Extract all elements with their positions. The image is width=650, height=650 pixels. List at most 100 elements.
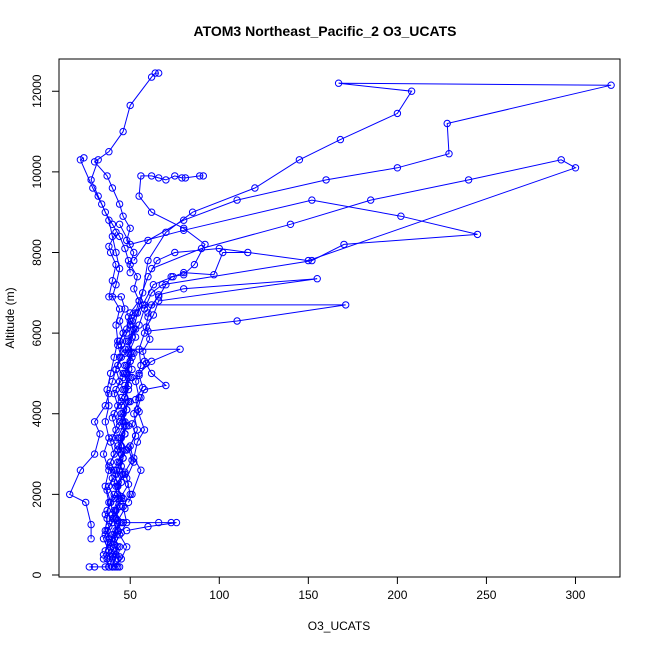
data-point — [110, 389, 118, 398]
data-point — [147, 369, 156, 378]
data-point — [155, 518, 163, 527]
data-point — [126, 317, 134, 325]
data-point — [135, 369, 143, 378]
data-point — [112, 260, 120, 269]
data-point — [322, 176, 330, 184]
data-point — [178, 174, 186, 182]
data-point — [162, 176, 170, 184]
data-point — [147, 357, 156, 365]
data-point — [180, 271, 188, 279]
data-point — [445, 150, 453, 158]
x-tick-label: 300 — [565, 588, 585, 602]
data-point — [115, 422, 124, 430]
data-point — [105, 389, 113, 398]
data-point — [103, 486, 111, 494]
data-point — [121, 468, 129, 476]
data-point — [172, 518, 181, 527]
data-point — [123, 543, 131, 551]
data-point — [128, 365, 136, 374]
data-point — [87, 520, 95, 529]
data-point — [101, 531, 110, 539]
data-point — [158, 281, 167, 289]
data-point — [115, 553, 124, 561]
data-point — [114, 543, 122, 551]
x-tick-label: 200 — [387, 588, 407, 602]
data-point — [101, 208, 110, 216]
data-point — [126, 268, 134, 277]
data-point — [108, 184, 117, 192]
data-point — [126, 373, 134, 382]
data-point — [103, 172, 111, 180]
data-point — [112, 248, 120, 257]
y-tick-label: 4000 — [30, 400, 44, 427]
data-point — [155, 69, 163, 77]
data-point — [140, 301, 149, 309]
data-point — [123, 526, 131, 535]
x-axis: 50 100 150 200 250 300 — [124, 576, 586, 602]
data-point — [153, 256, 161, 265]
data-point — [144, 522, 152, 531]
data-point — [155, 293, 163, 301]
data-point — [607, 81, 615, 89]
data-point — [105, 148, 113, 156]
data-point — [147, 289, 156, 297]
series-line — [102, 232, 126, 560]
data-point — [180, 268, 188, 277]
data-point — [137, 393, 145, 402]
data-point — [123, 422, 131, 430]
data-point — [340, 240, 348, 249]
data-point — [112, 426, 120, 434]
data-point — [103, 526, 111, 535]
y-tick-label: 0 — [30, 571, 44, 578]
data-point — [128, 349, 136, 357]
data-point — [144, 309, 152, 317]
data-point — [121, 305, 129, 313]
data-point — [112, 506, 120, 515]
data-point — [464, 176, 473, 184]
series-12 — [66, 317, 134, 543]
data-point — [140, 426, 149, 434]
y-tick-label: 2000 — [30, 481, 44, 508]
data-point — [162, 381, 170, 390]
data-point — [133, 273, 142, 281]
data-point — [94, 156, 102, 164]
data-point — [342, 301, 350, 309]
data-point — [162, 228, 170, 237]
data-point — [155, 291, 163, 299]
data-point — [151, 69, 159, 77]
data-point — [117, 555, 126, 563]
data-point — [115, 200, 124, 208]
data-point — [99, 450, 108, 458]
data-point — [126, 101, 134, 110]
data-point — [147, 264, 156, 273]
data-point — [140, 385, 149, 394]
data-point — [167, 518, 175, 527]
data-point — [115, 232, 124, 241]
data-point — [105, 242, 113, 251]
x-tick-label: 150 — [298, 588, 318, 602]
data-point — [108, 474, 117, 482]
data-point — [131, 333, 140, 341]
data-point — [124, 337, 133, 345]
data-point — [99, 535, 108, 543]
data-point — [119, 410, 127, 418]
data-point — [130, 325, 138, 333]
data-point — [105, 482, 113, 490]
data-point — [96, 430, 104, 438]
data-point — [473, 230, 482, 239]
data-point — [334, 79, 343, 87]
data-point — [181, 174, 190, 182]
data-point — [308, 196, 316, 204]
x-tick-label: 250 — [476, 588, 496, 602]
data-point — [110, 531, 118, 539]
data-point — [108, 220, 117, 229]
data-point — [115, 531, 124, 539]
data-point — [110, 450, 118, 458]
data-point — [115, 377, 124, 386]
data-point — [557, 156, 565, 164]
data-point — [124, 480, 133, 488]
data-point — [149, 281, 158, 289]
data-point — [144, 236, 152, 245]
data-point — [110, 563, 118, 571]
